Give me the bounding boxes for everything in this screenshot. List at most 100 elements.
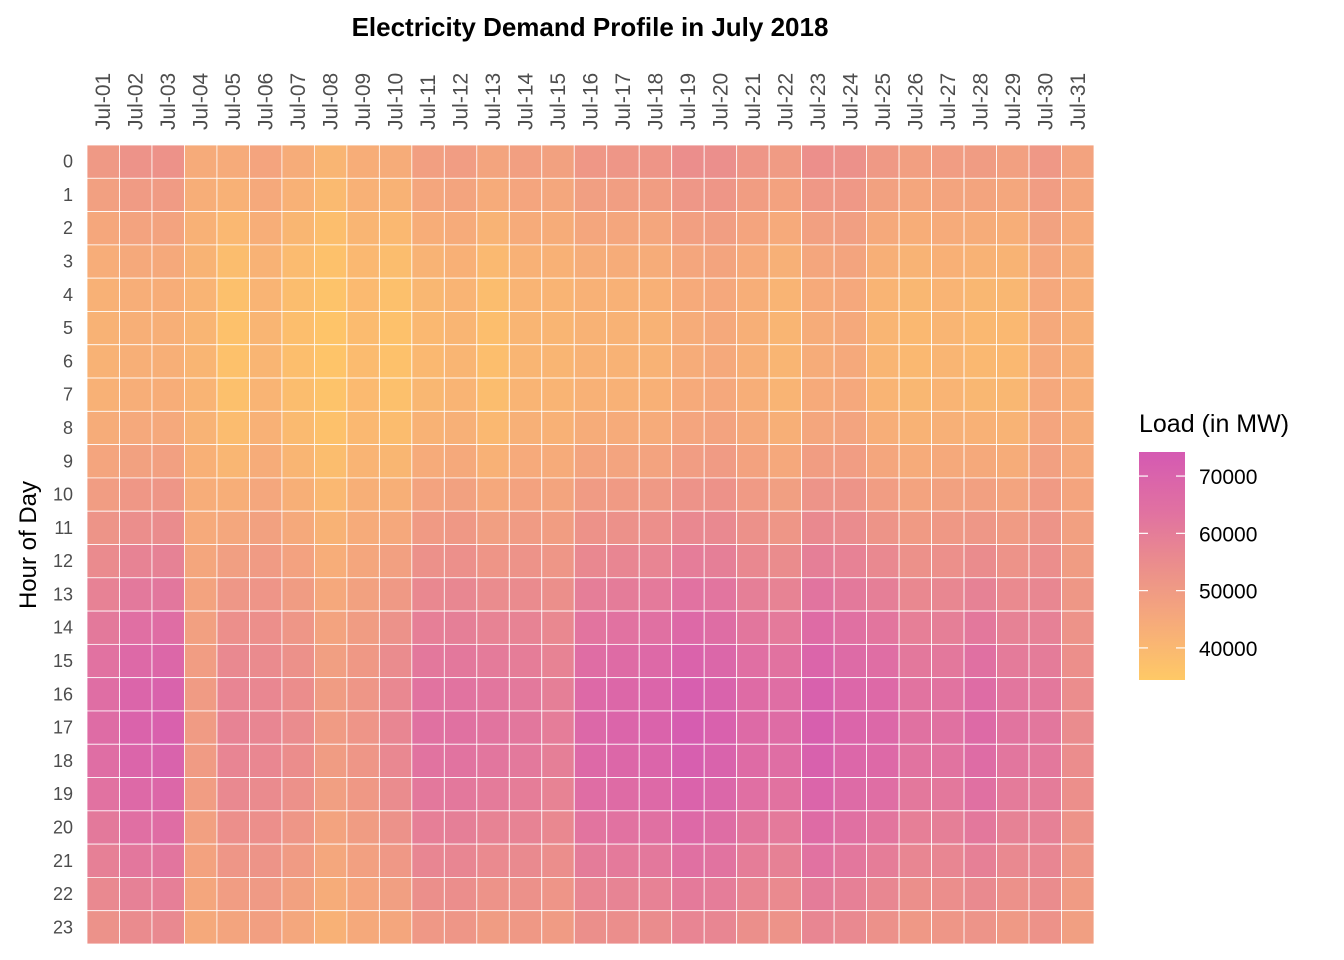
y-axis-title: Hour of Day	[15, 481, 42, 609]
heatmap-cell	[963, 544, 997, 579]
heatmap-cells	[86, 144, 1095, 945]
heatmap-cell	[249, 677, 283, 712]
heatmap-cell	[573, 477, 608, 512]
heatmap-cell	[1061, 810, 1095, 845]
heatmap-cell	[931, 377, 965, 412]
heatmap-cell	[866, 477, 900, 512]
heatmap-cell	[378, 377, 413, 412]
heatmap-cell	[638, 743, 673, 778]
heatmap-cell	[411, 577, 445, 612]
y-tick-label: 19	[53, 784, 73, 804]
heatmap-cell	[963, 444, 997, 479]
heatmap-cell	[833, 910, 868, 945]
heatmap-cell	[1061, 677, 1095, 712]
heatmap-cell	[541, 610, 575, 645]
heatmap-cell	[866, 610, 900, 645]
heatmap-cell	[119, 244, 153, 279]
heatmap-cell	[313, 311, 348, 346]
heatmap-cell	[768, 577, 803, 612]
heatmap-cell	[508, 843, 543, 878]
heatmap-cell	[898, 244, 932, 279]
heatmap-cell	[86, 344, 120, 379]
heatmap-cell	[443, 544, 478, 579]
heatmap-cell	[931, 544, 965, 579]
heatmap-cell	[541, 244, 575, 279]
y-tick-label: 0	[63, 152, 73, 172]
heatmap-cell	[476, 244, 510, 279]
heatmap-cell	[898, 510, 932, 545]
heatmap-cell	[1028, 410, 1062, 446]
heatmap-cell	[281, 410, 315, 446]
heatmap-cell	[638, 910, 673, 945]
heatmap-cell	[476, 677, 510, 712]
heatmap-cell	[281, 544, 315, 579]
heatmap-cell	[378, 577, 413, 612]
heatmap-cell	[346, 177, 380, 212]
heatmap-cell	[184, 244, 218, 279]
heatmap-cell	[411, 710, 445, 745]
heatmap-cell	[866, 344, 900, 379]
heatmap-cell	[443, 910, 478, 945]
heatmap-cell	[638, 377, 673, 412]
heatmap-cell	[996, 877, 1030, 912]
heatmap-cell	[736, 877, 770, 912]
heatmap-cell	[671, 610, 705, 645]
heatmap-cell	[86, 177, 120, 212]
heatmap-cell	[1061, 144, 1095, 179]
heatmap-cell	[736, 211, 770, 246]
heatmap-cell	[313, 610, 348, 645]
y-tick-label: 15	[53, 651, 73, 671]
heatmap-cell	[184, 477, 218, 512]
heatmap-cell	[249, 777, 283, 812]
heatmap-cell	[833, 710, 868, 745]
heatmap-cell	[281, 144, 315, 179]
heatmap-cell	[216, 277, 250, 312]
heatmap-cell	[671, 910, 705, 945]
heatmap-cell	[443, 311, 478, 346]
heatmap-cell	[443, 710, 478, 745]
heatmap-cell	[476, 277, 510, 312]
heatmap-cell	[1061, 610, 1095, 645]
heatmap-cell	[573, 643, 608, 679]
heatmap-cell	[443, 177, 478, 212]
heatmap-cell	[313, 477, 348, 512]
heatmap-cell	[898, 311, 932, 346]
heatmap-cell	[801, 377, 835, 412]
heatmap-cell	[768, 710, 803, 745]
heatmap-cell	[833, 277, 868, 312]
heatmap-cell	[184, 311, 218, 346]
heatmap-cell	[671, 144, 705, 179]
heatmap-cell	[281, 577, 315, 612]
heatmap-cell	[313, 244, 348, 279]
heatmap-cell	[996, 211, 1030, 246]
heatmap-cell	[313, 277, 348, 312]
heatmap-cell	[541, 710, 575, 745]
heatmap-cell	[508, 410, 543, 446]
heatmap-cell	[476, 377, 510, 412]
heatmap-cell	[508, 710, 543, 745]
heatmap-cell	[476, 577, 510, 612]
x-tick-label: Jul-25	[872, 73, 895, 130]
x-tick-label: Jul-06	[255, 73, 278, 130]
heatmap-cell	[346, 743, 380, 778]
heatmap-cell	[736, 643, 770, 679]
heatmap-cell	[703, 677, 738, 712]
heatmap-cell	[866, 677, 900, 712]
heatmap-cell	[119, 444, 153, 479]
heatmap-cell	[833, 377, 868, 412]
heatmap-cell	[249, 244, 283, 279]
x-tick-label: Jul-10	[385, 73, 408, 130]
heatmap-cell	[833, 843, 868, 878]
x-tick-label: Jul-22	[774, 73, 797, 130]
heatmap-cell	[833, 444, 868, 479]
heatmap-cell	[378, 643, 413, 679]
heatmap-cell	[638, 277, 673, 312]
heatmap-cell	[963, 410, 997, 446]
heatmap-cell	[346, 410, 380, 446]
heatmap-cell	[86, 211, 120, 246]
heatmap-cell	[1028, 544, 1062, 579]
heatmap-cell	[1028, 377, 1062, 412]
heatmap-cell	[184, 810, 218, 845]
heatmap-cell	[1028, 244, 1062, 279]
heatmap-cell	[573, 144, 608, 179]
